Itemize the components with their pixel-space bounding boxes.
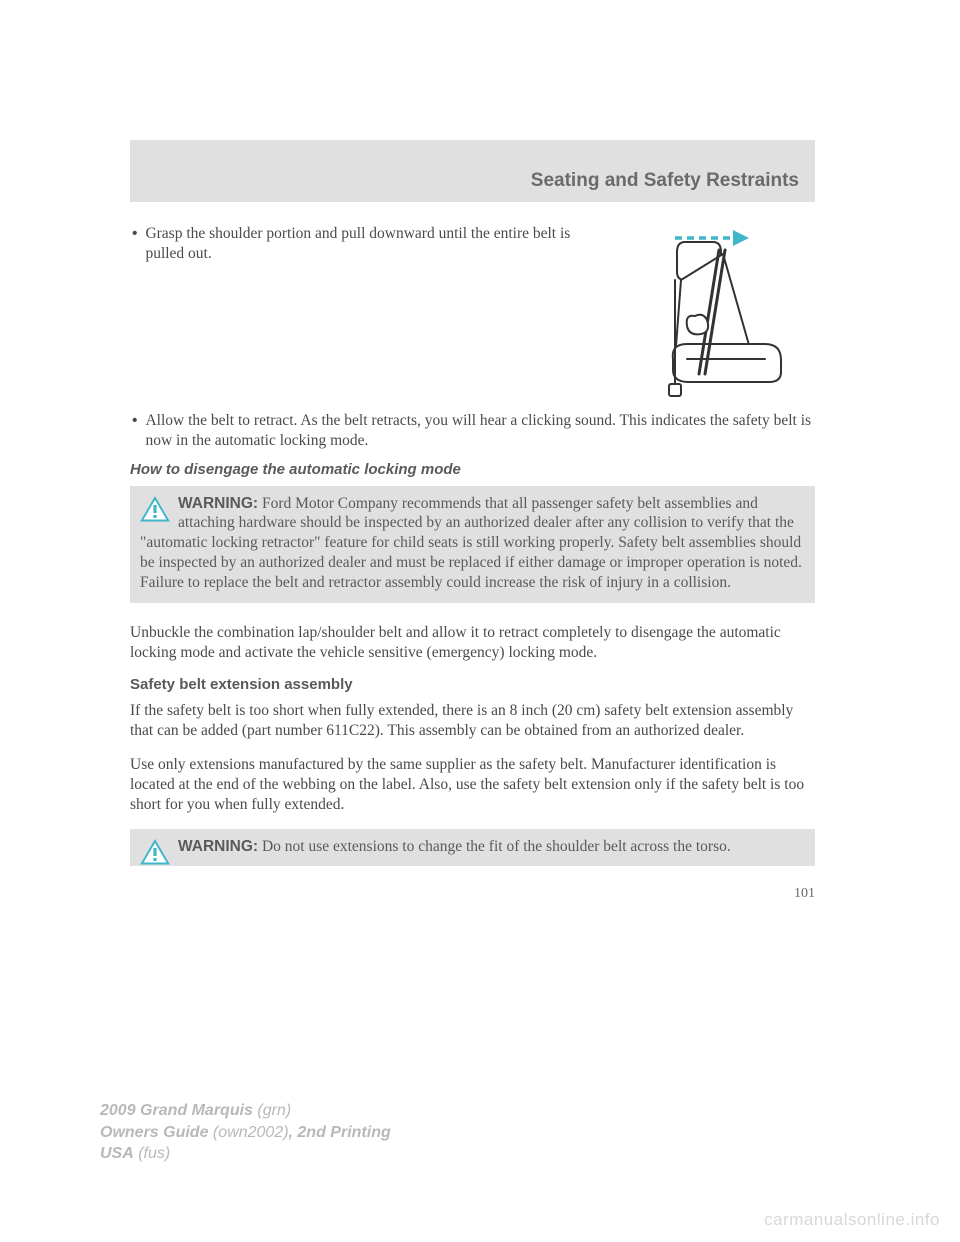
bullet-dot: • xyxy=(132,411,137,451)
bullet-and-illustration-row: • Grasp the shoulder portion and pull do… xyxy=(130,224,815,399)
warning-box: WARNING: Do not use extensions to change… xyxy=(130,829,815,867)
bullet-dot: • xyxy=(132,224,137,264)
warning-box: WARNING: Ford Motor Company recommends t… xyxy=(130,486,815,603)
bullet-text: Grasp the shoulder portion and pull down… xyxy=(145,224,585,264)
footer-model: 2009 Grand Marquis xyxy=(100,1102,253,1119)
bullet-item: • Allow the belt to retract. As the belt… xyxy=(130,411,815,451)
section-title: Seating and Safety Restraints xyxy=(531,170,799,192)
seatbelt-illustration xyxy=(615,224,815,399)
warning-triangle-icon xyxy=(140,496,170,528)
paragraph: If the safety belt is too short when ful… xyxy=(130,701,815,741)
warning-triangle-icon xyxy=(140,839,170,871)
bullet-block: • Grasp the shoulder portion and pull do… xyxy=(130,224,585,399)
warning-label: WARNING: xyxy=(178,495,258,512)
footer-region: USA xyxy=(100,1145,134,1162)
footer-regcode: (fus) xyxy=(134,1145,170,1162)
watermark-text: carmanualsonline.info xyxy=(764,1210,940,1230)
warning-text: Do not use extensions to change the fit … xyxy=(258,838,731,855)
footer-guide: Owners Guide xyxy=(100,1124,208,1141)
footer-printing: , 2nd Printing xyxy=(289,1124,391,1141)
bullet-item: • Grasp the shoulder portion and pull do… xyxy=(130,224,585,264)
subheading-disengage: How to disengage the automatic locking m… xyxy=(130,461,815,478)
subsection-heading: Safety belt extension assembly xyxy=(130,676,815,693)
page-number: 101 xyxy=(130,886,815,902)
footer-publication-info: 2009 Grand Marquis (grn) Owners Guide (o… xyxy=(100,1100,391,1165)
paragraph: Unbuckle the combination lap/shoulder be… xyxy=(130,623,815,663)
section-header-bar: Seating and Safety Restraints xyxy=(130,140,815,202)
footer-owncode: (own2002) xyxy=(208,1124,288,1141)
warning-label: WARNING: xyxy=(178,838,258,855)
bullet-text: Allow the belt to retract. As the belt r… xyxy=(145,411,815,451)
paragraph: Use only extensions manufactured by the … xyxy=(130,755,815,814)
footer-code: (grn) xyxy=(253,1102,291,1119)
